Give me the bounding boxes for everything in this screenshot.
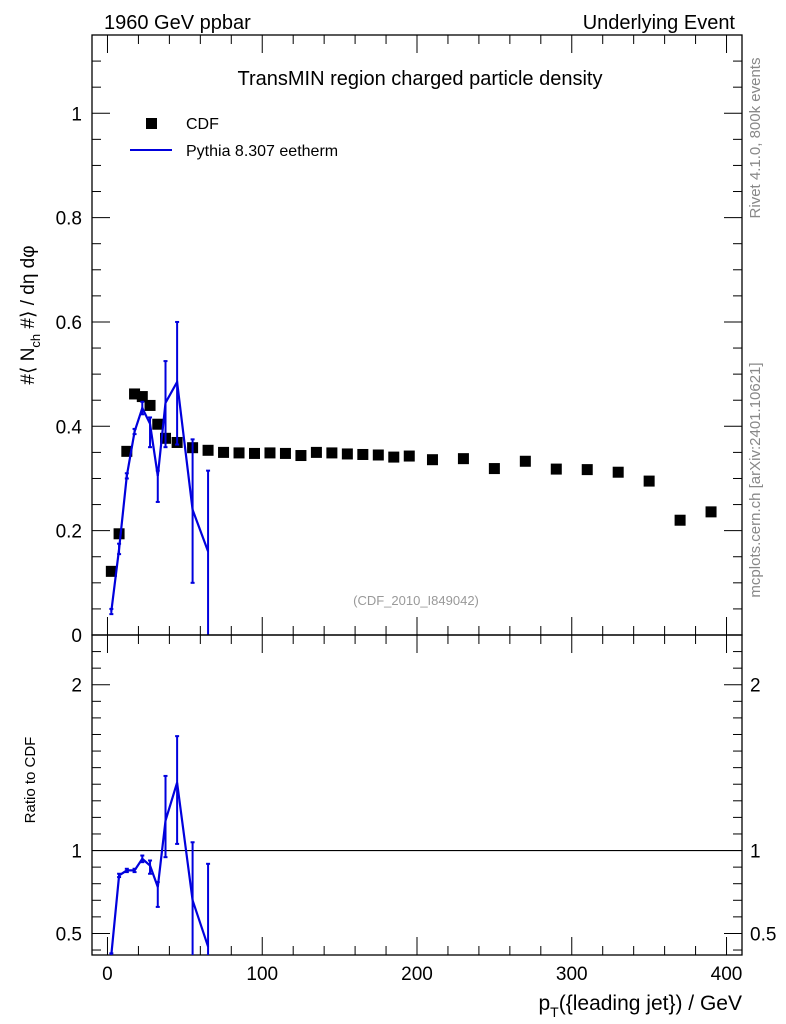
main-y-tick-label: 0 [71,626,82,647]
cdf-data-point [144,399,156,411]
cdf-data-point [129,388,141,400]
x-tick-label: 100 [246,964,278,985]
cdf-data-point [105,565,117,577]
cdf-data-point [457,453,469,465]
cdf-data-point [249,447,260,459]
main-panel: 0 0.2 0.4 0.6 0.8 1 TransMIN region charged p… [18,34,743,647]
cdf-data-point [113,528,125,540]
cdf-data-point [326,447,338,459]
ratio-data [92,735,742,956]
x-tick-label: 200 [401,964,433,985]
cdf-data-point [218,446,230,458]
legend: CDF Pythia 8.307 eetherm [130,116,338,160]
cdf-data-point [233,447,245,459]
mcplots-source-label: mcplots.cern.ch [arXiv:2401.10621] [747,362,764,597]
cdf-data-point [674,514,686,526]
cdf-data-point [643,475,655,487]
legend-label-cdf: CDF [186,116,219,133]
x-label-pre: p [538,992,550,1015]
ratio-y-tick-label: 1 [71,842,82,863]
main-y-tick-label: 0.2 [56,522,82,543]
main-y-axis-label: #⟨ Nch #⟩ / dη dφ [18,245,43,384]
header-right-label: Underlying Event [583,12,736,34]
cdf-data-point [357,448,369,460]
main-data [105,320,717,635]
cdf-data-point [136,391,148,403]
cdf-data-point [388,451,400,463]
main-y-label-pre: #⟨ N [18,348,39,385]
main-y-tick-label: 0.8 [56,209,82,230]
ratio-plot-frame [91,634,743,956]
legend-marker-cdf [146,118,157,129]
cdf-data-point [264,447,276,459]
cdf-data-point [310,446,322,458]
cdf-data-point [121,445,133,457]
cdf-data-point [488,463,500,475]
x-tick-label: 300 [556,964,588,985]
main-y-tick-label: 1 [71,104,82,125]
x-label-sub: T [550,1004,559,1020]
ratio-panel: 0 100 200 300 400 0.5 0.5 1 1 2 2 Ratio to CDF pT(… [22,634,776,1020]
x-axis-label: pT({leading jet}) / GeV [538,992,742,1020]
cdf-data-point [341,448,353,460]
cdf-data-point [279,447,291,459]
ratio-ticks: 0 100 200 300 400 0.5 0.5 1 1 2 2 [56,635,776,985]
x-tick-label: 400 [711,964,743,985]
cdf-data-point [705,506,717,518]
x-label-post: ({leading jet}) / GeV [559,992,742,1015]
cdf-data-point [581,464,593,476]
cdf-data-point [519,455,531,467]
main-y-label-post: #⟩ / dη dφ [18,245,39,333]
main-y-label-sub: ch [28,334,43,348]
main-y-tick-label: 0.4 [56,417,83,438]
ratio-y-axis-label: Ratio to CDF [22,737,39,824]
x-tick-label: 0 [102,964,113,985]
cdf-data-point [152,418,164,430]
analysis-id-label: (CDF_2010_I849042) [353,593,479,608]
ratio-y-tick-label-right: 2 [750,676,761,697]
cdf-data-point [612,466,624,478]
main-ticks: 0 0.2 0.4 0.6 0.8 1 [56,35,742,647]
ratio-y-tick-label-right: 1 [750,842,761,863]
ratio-y-tick-label: 0.5 [56,924,82,945]
rivet-version-label: Rivet 4.1.0, 800k events [747,58,764,219]
cdf-data-point [403,450,415,462]
cdf-data-point [426,454,438,466]
ratio-y-tick-label-right: 0.5 [750,924,776,945]
ratio-y-tick-label: 2 [71,676,82,697]
header-left-label: 1960 GeV ppbar [104,12,251,34]
cdf-data-point [372,449,384,461]
plot-title: TransMIN region charged particle density [238,68,603,90]
cdf-data-point [550,463,562,475]
cdf-data-point [202,444,214,456]
legend-label-pythia: Pythia 8.307 eetherm [186,143,338,160]
main-y-tick-label: 0.6 [56,313,82,334]
cdf-data-point [295,450,307,462]
